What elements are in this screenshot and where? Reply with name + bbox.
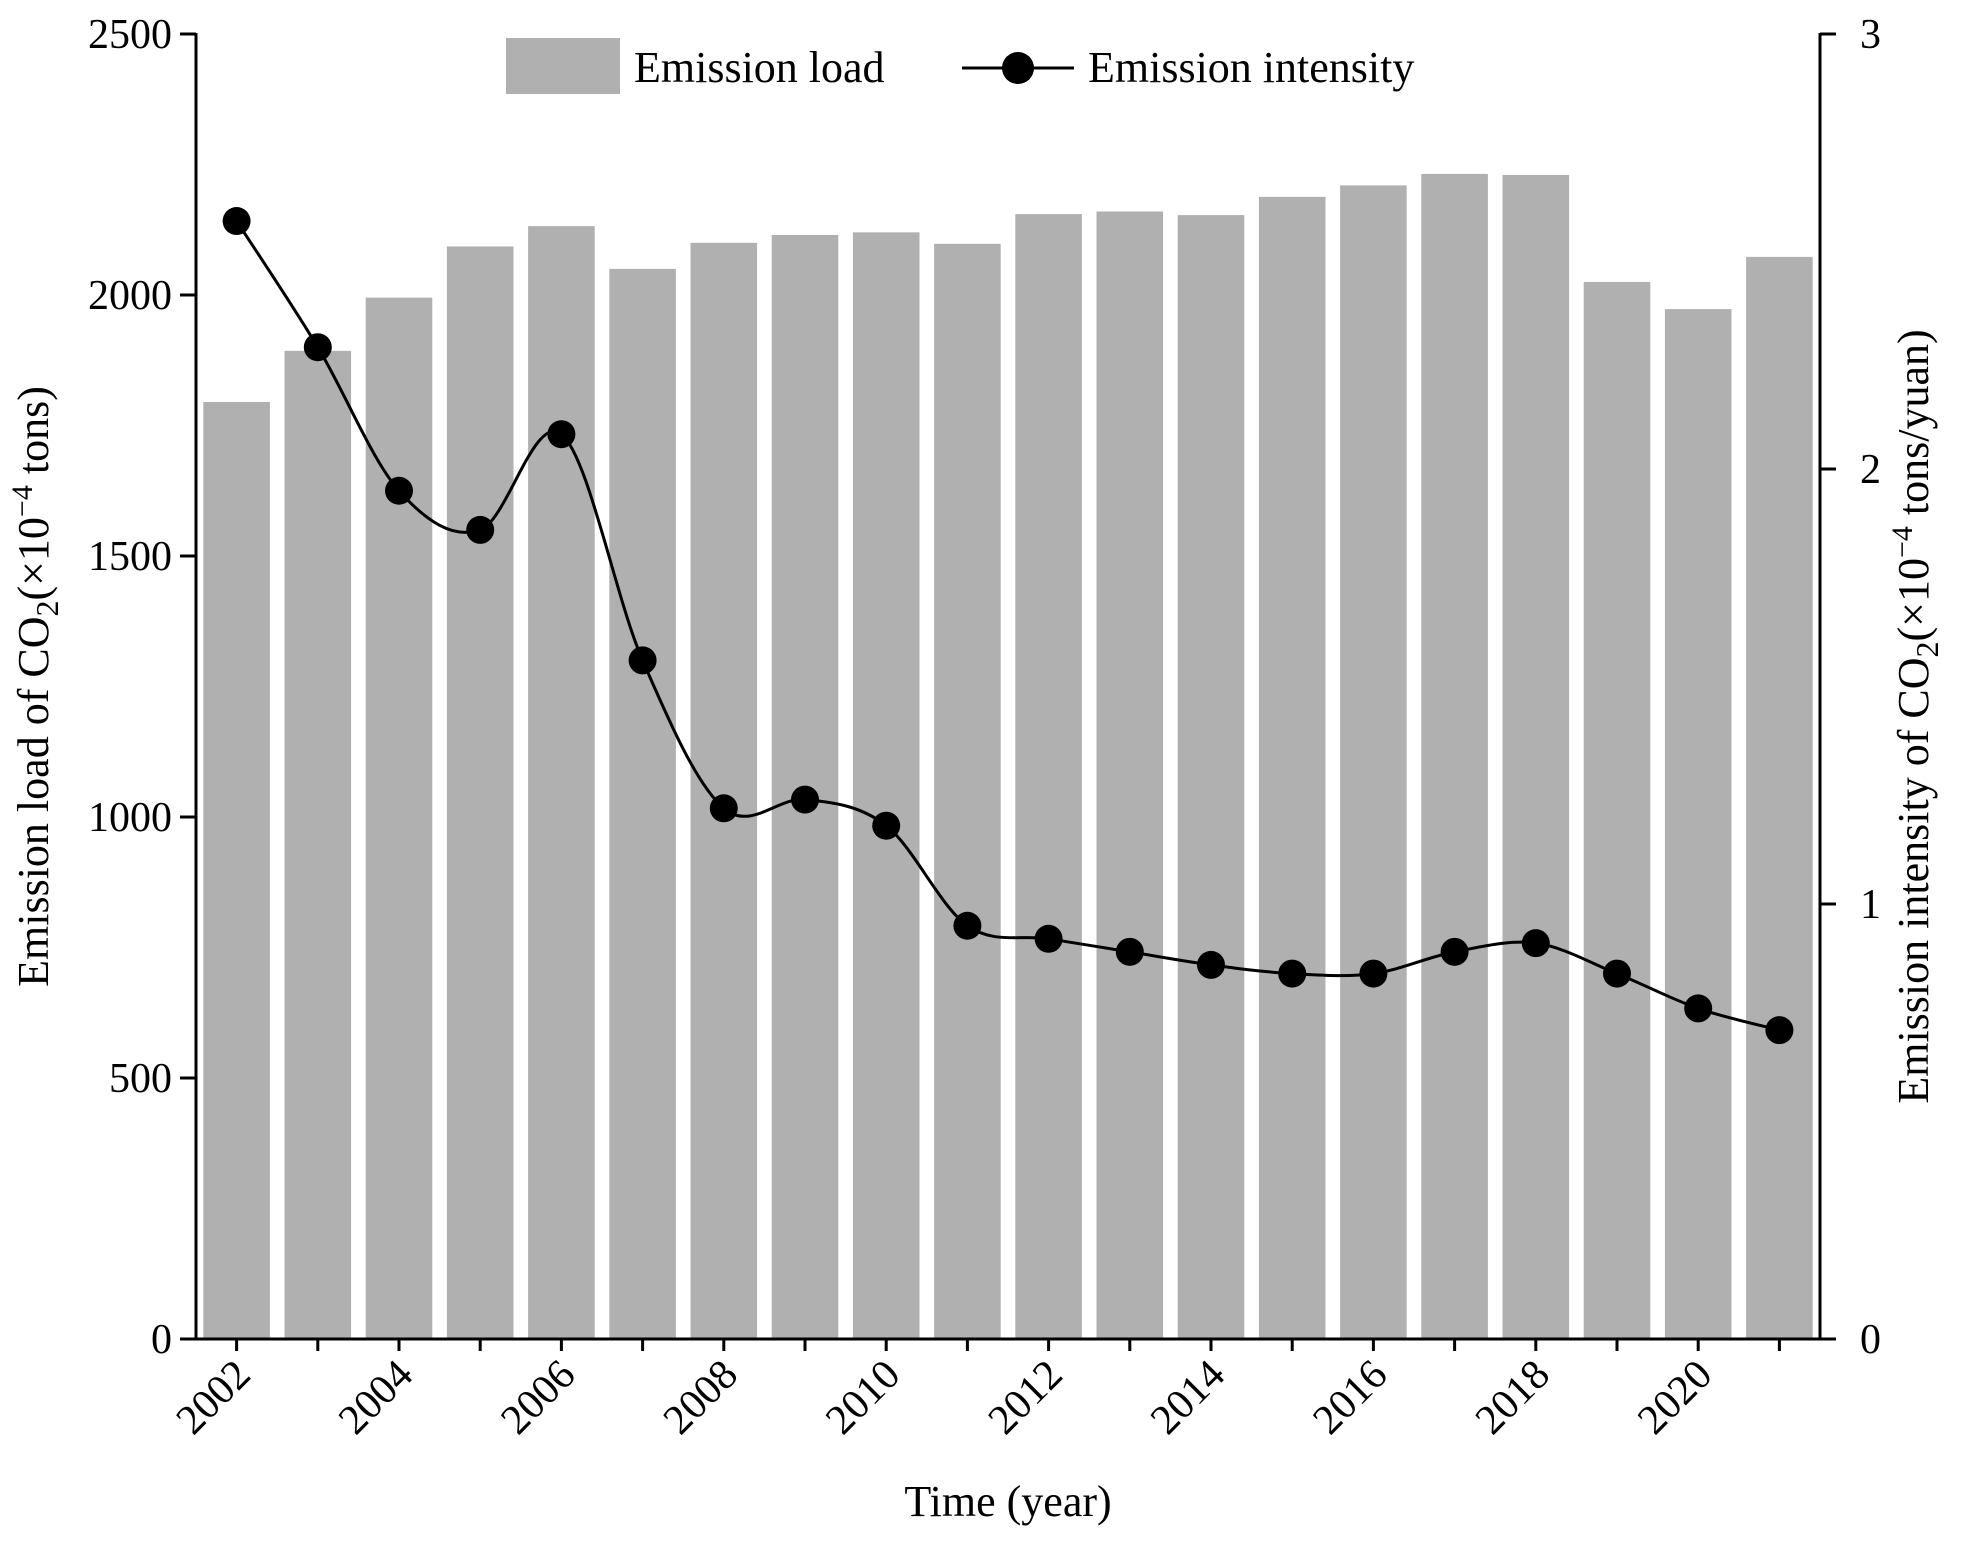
line-layer <box>222 207 1794 1045</box>
intensity-point-2010 <box>872 811 901 840</box>
x-tick-label-2006: 2006 <box>493 1352 585 1444</box>
x-tick-label-2002: 2002 <box>168 1352 260 1444</box>
x-tick-label-2016: 2016 <box>1305 1352 1397 1444</box>
y-right-tick-label-3: 3 <box>1860 12 1881 58</box>
bar-2017 <box>1421 173 1488 1339</box>
x-tick-label-2014: 2014 <box>1142 1352 1234 1444</box>
bar-2007 <box>609 268 676 1339</box>
bar-2014 <box>1177 215 1245 1339</box>
y-right-title-sup: −4 <box>1886 526 1919 558</box>
y-left-title-sub: 2 <box>29 601 65 617</box>
intensity-point-2005 <box>466 515 495 544</box>
intensity-point-2002 <box>222 207 251 236</box>
y-left-title-suffix: tons) <box>9 386 58 485</box>
bar-2016 <box>1340 185 1407 1339</box>
intensity-point-2006 <box>547 420 576 449</box>
legend-swatch-emission-intensity-marker <box>1002 52 1034 84</box>
y-axis-left-title: Emission load of CO2(×10−4 tons) <box>6 386 65 987</box>
y-left-tick-label-500: 500 <box>109 1056 172 1102</box>
y-axis-right-title: Emission intensity of CO2(×10−4 tons/yua… <box>1886 329 1945 1103</box>
bar-2020 <box>1664 309 1732 1340</box>
legend: Emission load Emission intensity <box>506 38 1414 94</box>
x-tick-label-2004: 2004 <box>330 1352 422 1444</box>
intensity-point-2011 <box>953 911 982 940</box>
intensity-point-2004 <box>385 476 413 505</box>
bar-2003 <box>284 350 352 1340</box>
bar-2008 <box>690 242 758 1339</box>
y-left-tick-label-1000: 1000 <box>88 795 172 841</box>
bar-2013 <box>1096 211 1164 1340</box>
bar-2004 <box>365 297 433 1339</box>
y-right-title-sub: 2 <box>1909 642 1945 658</box>
y-right-tick-label-1: 1 <box>1860 882 1881 928</box>
x-tick-label-2008: 2008 <box>655 1352 747 1444</box>
bars-layer <box>203 173 1813 1340</box>
bar-2006 <box>528 226 595 1340</box>
bar-2002 <box>203 402 270 1339</box>
intensity-point-2007 <box>628 646 657 675</box>
y-right-title-suffix: tons/yuan) <box>1889 329 1938 526</box>
y-right-title-prefix: Emission intensity of CO <box>1889 658 1938 1104</box>
intensity-point-2021 <box>1765 1016 1794 1045</box>
y-left-tick-label-1500: 1500 <box>88 534 172 580</box>
intensity-point-2009 <box>791 785 819 814</box>
y-right-tick-label-0: 0 <box>1860 1317 1881 1363</box>
bar-2018 <box>1502 174 1570 1340</box>
intensity-point-2015 <box>1278 959 1307 988</box>
x-tick-label-2018: 2018 <box>1467 1352 1559 1444</box>
intensity-point-2016 <box>1359 959 1388 988</box>
intensity-point-2003 <box>303 333 332 362</box>
x-tick-label-2012: 2012 <box>980 1352 1072 1444</box>
y-left-title-prefix: Emission load of CO <box>9 617 58 987</box>
intensity-point-2020 <box>1684 994 1713 1023</box>
y-left-tick-label-0: 0 <box>151 1317 172 1363</box>
bar-2015 <box>1258 196 1326 1340</box>
y-left-tick-label-2500: 2500 <box>88 12 172 58</box>
legend-label-emission-intensity: Emission intensity <box>1088 43 1414 92</box>
intensity-point-2008 <box>709 794 738 823</box>
bar-2021 <box>1746 256 1813 1339</box>
bar-2010 <box>852 232 920 1340</box>
y-left-tick-label-2000: 2000 <box>88 273 172 319</box>
intensity-point-2014 <box>1197 950 1225 979</box>
intensity-point-2012 <box>1034 924 1063 953</box>
bar-2011 <box>934 243 1001 1340</box>
legend-label-emission-load: Emission load <box>634 43 885 92</box>
y-left-title-sup: −4 <box>6 485 39 517</box>
y-left-title-mid: (×10 <box>9 517 58 600</box>
y-right-title-mid: (×10 <box>1889 558 1938 641</box>
intensity-point-2019 <box>1603 959 1631 988</box>
bar-2019 <box>1583 281 1651 1340</box>
intensity-point-2013 <box>1115 937 1144 966</box>
x-tick-label-2020: 2020 <box>1629 1352 1721 1444</box>
legend-swatch-emission-load <box>506 38 620 94</box>
x-axis-title: Time (year) <box>904 1477 1111 1526</box>
intensity-point-2018 <box>1521 929 1550 958</box>
bar-2005 <box>446 246 514 1340</box>
y-right-tick-label-2: 2 <box>1860 447 1881 493</box>
bar-2012 <box>1015 214 1082 1340</box>
intensity-point-2017 <box>1440 937 1469 966</box>
x-tick-label-2010: 2010 <box>817 1352 909 1444</box>
